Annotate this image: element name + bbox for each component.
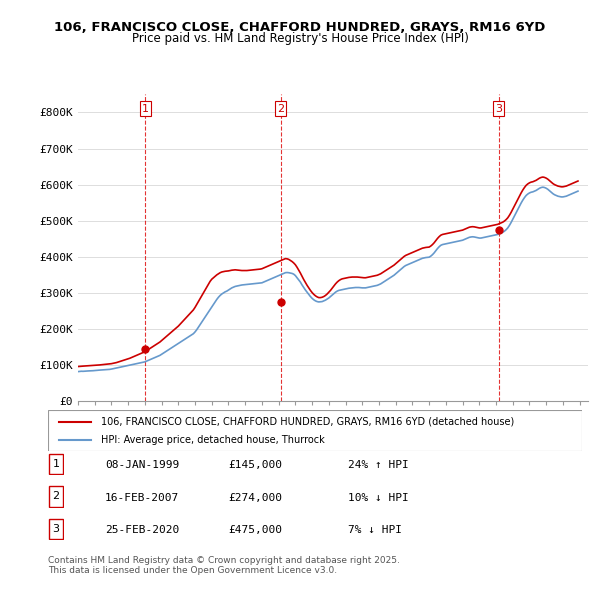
Point xyxy=(140,344,150,353)
Text: 2: 2 xyxy=(277,104,284,114)
Text: 3: 3 xyxy=(52,524,59,534)
Text: 106, FRANCISCO CLOSE, CHAFFORD HUNDRED, GRAYS, RM16 6YD (detached house): 106, FRANCISCO CLOSE, CHAFFORD HUNDRED, … xyxy=(101,417,515,427)
Text: 1: 1 xyxy=(142,104,149,114)
Text: 25-FEB-2020: 25-FEB-2020 xyxy=(105,525,179,535)
Text: 7% ↓ HPI: 7% ↓ HPI xyxy=(348,525,402,535)
Text: Contains HM Land Registry data © Crown copyright and database right 2025.
This d: Contains HM Land Registry data © Crown c… xyxy=(48,556,400,575)
Text: Price paid vs. HM Land Registry's House Price Index (HPI): Price paid vs. HM Land Registry's House … xyxy=(131,32,469,45)
Text: £274,000: £274,000 xyxy=(228,493,282,503)
FancyBboxPatch shape xyxy=(49,519,63,539)
Point xyxy=(494,225,503,234)
Text: 3: 3 xyxy=(495,104,502,114)
FancyBboxPatch shape xyxy=(49,454,63,474)
Text: HPI: Average price, detached house, Thurrock: HPI: Average price, detached house, Thur… xyxy=(101,435,325,445)
Text: 10% ↓ HPI: 10% ↓ HPI xyxy=(348,493,409,503)
Text: £145,000: £145,000 xyxy=(228,460,282,470)
Text: 1: 1 xyxy=(52,459,59,469)
Point xyxy=(276,297,286,307)
Text: 24% ↑ HPI: 24% ↑ HPI xyxy=(348,460,409,470)
FancyBboxPatch shape xyxy=(48,410,582,451)
Text: 16-FEB-2007: 16-FEB-2007 xyxy=(105,493,179,503)
Text: £475,000: £475,000 xyxy=(228,525,282,535)
Text: 106, FRANCISCO CLOSE, CHAFFORD HUNDRED, GRAYS, RM16 6YD: 106, FRANCISCO CLOSE, CHAFFORD HUNDRED, … xyxy=(55,21,545,34)
Text: 2: 2 xyxy=(52,491,59,502)
FancyBboxPatch shape xyxy=(49,486,63,506)
Text: 08-JAN-1999: 08-JAN-1999 xyxy=(105,460,179,470)
